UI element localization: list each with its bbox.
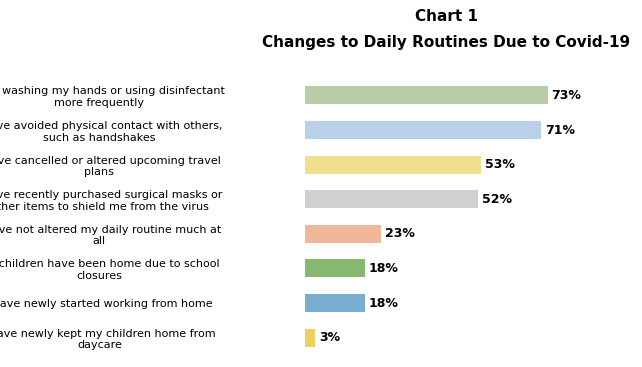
Bar bbox=[305, 86, 548, 104]
Text: Changes to Daily Routines Due to Covid-19: Changes to Daily Routines Due to Covid-1… bbox=[262, 35, 630, 50]
Bar bbox=[305, 190, 478, 208]
Text: Chart 1: Chart 1 bbox=[415, 9, 478, 24]
Text: 3%: 3% bbox=[319, 331, 340, 344]
Text: 71%: 71% bbox=[545, 124, 575, 137]
Text: 52%: 52% bbox=[482, 193, 512, 206]
Text: 73%: 73% bbox=[551, 89, 582, 102]
Bar bbox=[305, 294, 365, 312]
Bar bbox=[305, 121, 541, 139]
Text: 18%: 18% bbox=[369, 297, 399, 309]
Bar bbox=[305, 156, 481, 174]
Text: 18%: 18% bbox=[369, 262, 399, 275]
Bar bbox=[305, 259, 365, 277]
Bar bbox=[305, 329, 315, 347]
Text: 23%: 23% bbox=[385, 227, 415, 240]
Bar bbox=[305, 225, 381, 243]
Text: 53%: 53% bbox=[485, 158, 515, 171]
